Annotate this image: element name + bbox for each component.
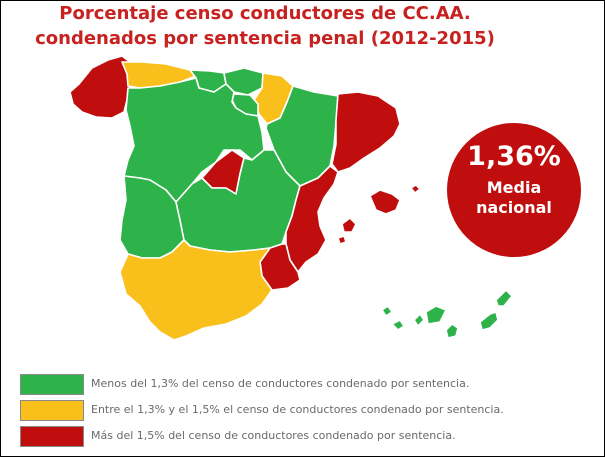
legend-label-red: Más del 1,5% del censo de conductores co… (91, 429, 456, 442)
region-islas-baleares (337, 184, 421, 245)
legend-label-yellow: Entre el 1,3% y el 1,5% el censo de cond… (91, 403, 504, 416)
national-average-label-line-1: Media (486, 178, 542, 197)
national-average-value: 1,36% (467, 141, 561, 172)
national-average-badge: 1,36% Media nacional (447, 123, 581, 257)
national-average-label-line-2: nacional (476, 198, 552, 217)
region-cataluna (331, 91, 401, 173)
region-comunidad-valenciana (285, 165, 339, 273)
region-canarias (381, 289, 513, 339)
legend-label-green: Menos del 1,3% del censo de conductores … (91, 377, 470, 390)
legend-swatch-yellow (20, 400, 84, 421)
map-title-line-2: condenados por sentencia penal (2012-201… (35, 28, 495, 49)
legend-swatch-red (20, 426, 84, 447)
map-title-line-1: Porcentaje censo conductores de CC.AA. (59, 3, 471, 24)
legend-swatch-green (20, 374, 84, 395)
region-andalucia (119, 239, 273, 341)
